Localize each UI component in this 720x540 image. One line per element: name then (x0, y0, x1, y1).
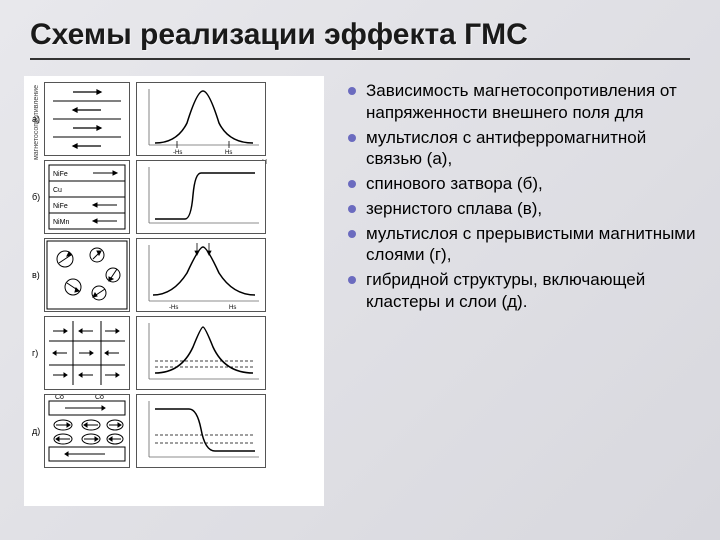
plot-step-d (136, 394, 266, 468)
svg-text:Co: Co (95, 395, 104, 401)
title-underline (30, 58, 690, 60)
svg-text:Hs: Hs (229, 305, 236, 311)
layer-label: NiFe (53, 171, 68, 178)
bullet-item: Зависимость магнетосопротивления от напр… (346, 80, 696, 124)
bullet-list: Зависимость магнетосопротивления от напр… (324, 76, 696, 506)
row-label-v: в) (30, 270, 44, 280)
figure-row-a: а) магнетосопротивление (30, 82, 318, 156)
bullet-item: мультислоя с прерывистыми магнитными сло… (346, 223, 696, 267)
row-label-b: б) (30, 192, 44, 202)
figure-row-b: б) NiFe Cu NiFe NiMn (30, 160, 318, 234)
svg-text:Co: Co (55, 395, 64, 401)
figure-row-v: в) (30, 238, 318, 312)
diagram-hybrid: Co Co (44, 394, 130, 468)
layer-label: NiFe (53, 203, 68, 210)
bullet-item: спинового затвора (б), (346, 173, 696, 195)
figure-column: а) магнетосопротивление (24, 76, 324, 506)
diagram-granular (44, 238, 130, 312)
slide-title: Схемы реализации эффекта ГМС (0, 0, 720, 58)
layer-label: Cu (53, 187, 62, 194)
svg-text:-Hs: -Hs (169, 305, 178, 311)
y-axis-label: магнетосопротивление (33, 85, 40, 160)
layer-label: NiMn (53, 219, 69, 226)
diagram-multilayer: магнетосопротивление (44, 82, 130, 156)
content-area: а) магнетосопротивление (0, 70, 720, 506)
plot-bell-a: -Hs Hs магнитное поле, H (136, 82, 266, 156)
plot-bell-v: -Hs Hs (136, 238, 266, 312)
figure-row-g: г) (30, 316, 318, 390)
bullet-item: зернистого сплава (в), (346, 198, 696, 220)
row-label-d: д) (30, 426, 44, 436)
plot-bell-g (136, 316, 266, 390)
plot-step-b (136, 160, 266, 234)
svg-text:-Hs: -Hs (173, 150, 182, 155)
diagram-discontinuous (44, 316, 130, 390)
row-label-g: г) (30, 348, 44, 358)
diagram-spinvalve: NiFe Cu NiFe NiMn (44, 160, 130, 234)
svg-text:Hs: Hs (225, 150, 232, 155)
bullet-item: гибридной структуры, включающей кластеры… (346, 269, 696, 313)
bullet-item: мультислоя с антиферромагнитной связью (… (346, 127, 696, 171)
figure-row-d: д) Co Co (30, 394, 318, 468)
